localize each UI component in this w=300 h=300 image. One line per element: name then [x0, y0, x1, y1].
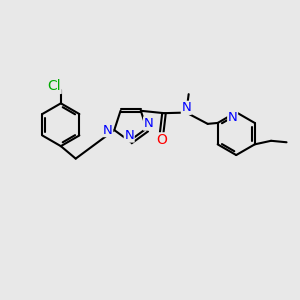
Text: N: N: [103, 124, 112, 136]
Text: O: O: [156, 133, 167, 147]
Text: N: N: [144, 117, 153, 130]
Text: N: N: [228, 111, 238, 124]
Text: N: N: [182, 101, 191, 114]
Text: N: N: [124, 129, 134, 142]
Text: Cl: Cl: [47, 80, 61, 93]
